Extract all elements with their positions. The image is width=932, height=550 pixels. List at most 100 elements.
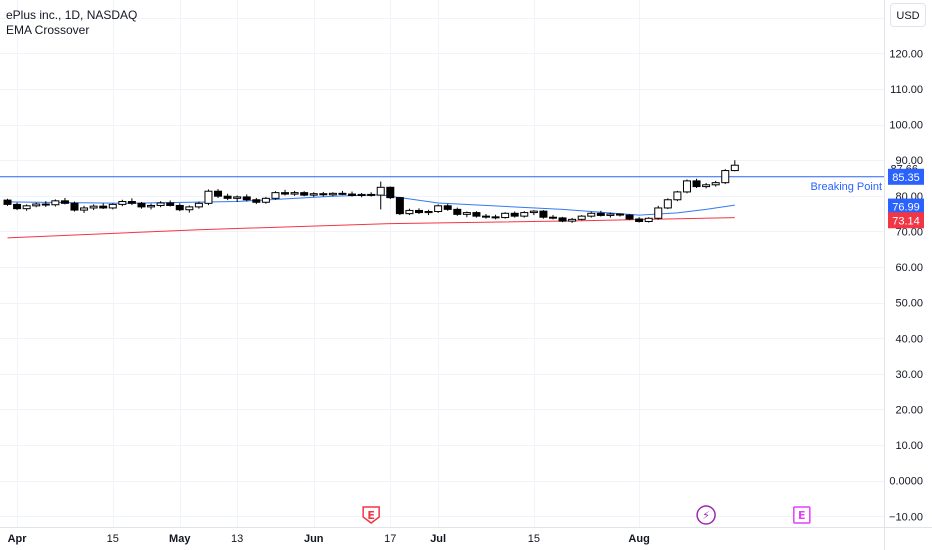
candle[interactable] (491, 216, 500, 219)
candle[interactable] (501, 212, 510, 219)
candle[interactable] (367, 193, 376, 196)
candle[interactable] (233, 196, 242, 199)
candle[interactable] (3, 199, 12, 205)
candle[interactable] (568, 218, 577, 222)
candle[interactable] (615, 213, 624, 216)
candle[interactable] (510, 212, 519, 217)
candle[interactable] (405, 209, 414, 215)
x-tick-label: May (169, 533, 191, 545)
split-icon[interactable] (696, 505, 716, 525)
candle[interactable] (606, 213, 615, 216)
candle[interactable] (185, 206, 194, 211)
price-tag-text: 73.14 (892, 215, 920, 227)
candle[interactable] (654, 207, 663, 219)
y-tick-label: 100.00 (889, 120, 923, 132)
candle[interactable] (290, 192, 299, 195)
candle[interactable] (415, 209, 424, 214)
candle[interactable] (51, 200, 60, 206)
candle[interactable] (309, 193, 318, 196)
candle[interactable] (472, 212, 481, 217)
candle[interactable] (539, 210, 548, 218)
candle[interactable] (261, 197, 270, 203)
y-tick-label: 120.00 (889, 48, 923, 60)
candle[interactable] (175, 204, 184, 211)
y-tick-label: 20.00 (895, 404, 923, 416)
candle[interactable] (32, 203, 41, 207)
earnings-icon[interactable] (362, 506, 380, 524)
x-tick-label: 13 (231, 533, 243, 545)
candle[interactable] (721, 170, 730, 184)
y-tick-label: 70.00 (895, 226, 923, 238)
symbol-title[interactable]: ePlus inc., 1D, NASDAQ (6, 8, 138, 22)
candle[interactable] (108, 203, 117, 209)
candle[interactable] (663, 199, 672, 209)
candle[interactable] (252, 199, 261, 203)
candle[interactable] (70, 202, 79, 211)
candle[interactable] (147, 204, 156, 208)
candle[interactable] (271, 192, 280, 199)
candle[interactable] (60, 200, 69, 204)
chart-legend: ePlus inc., 1D, NASDAQ EMA Crossover (6, 8, 137, 38)
candle[interactable] (300, 192, 309, 196)
candle[interactable] (348, 193, 357, 196)
candle[interactable] (118, 201, 127, 205)
candle[interactable] (89, 205, 98, 209)
candle[interactable] (644, 217, 653, 222)
y-tick-label: 60.00 (895, 262, 923, 274)
price-tag (888, 198, 924, 215)
candle[interactable] (529, 210, 538, 214)
candle[interactable] (587, 212, 596, 217)
y-tick-label: 50.00 (895, 298, 923, 310)
y-tick-label: −10.00 (889, 511, 923, 523)
candle[interactable] (22, 205, 31, 210)
candle[interactable] (577, 215, 586, 220)
candle[interactable] (682, 180, 691, 193)
candle[interactable] (376, 186, 385, 196)
candle[interactable] (730, 164, 739, 172)
candle[interactable] (434, 205, 443, 213)
candle[interactable] (462, 212, 471, 215)
candle[interactable] (596, 212, 605, 216)
candle[interactable] (520, 212, 529, 217)
candle[interactable] (194, 202, 203, 208)
candle[interactable] (558, 217, 567, 222)
candle[interactable] (424, 211, 433, 214)
candle[interactable] (673, 191, 682, 201)
candle[interactable] (453, 208, 462, 215)
candle[interactable] (281, 192, 290, 195)
x-tick-label: Jun (304, 533, 324, 545)
candle[interactable] (711, 182, 720, 186)
candle[interactable] (386, 186, 395, 199)
candle[interactable] (127, 201, 136, 204)
candle[interactable] (395, 197, 404, 215)
currency-button[interactable]: USD (890, 3, 926, 27)
candle[interactable] (99, 205, 108, 209)
candle[interactable] (443, 205, 452, 210)
candle[interactable] (338, 192, 347, 195)
candle[interactable] (41, 203, 50, 206)
candle[interactable] (635, 218, 644, 222)
candle[interactable] (319, 193, 328, 196)
candle[interactable] (357, 193, 366, 196)
candle[interactable] (482, 215, 490, 218)
indicator-name[interactable]: EMA Crossover (6, 23, 90, 37)
candle[interactable] (156, 202, 165, 206)
candle[interactable] (13, 203, 22, 210)
y-tick-label: 0.0000 (889, 476, 923, 488)
candle[interactable] (137, 202, 146, 208)
candle[interactable] (223, 195, 232, 199)
candle[interactable] (692, 180, 701, 188)
candle[interactable] (548, 216, 557, 219)
candle[interactable] (214, 190, 223, 197)
candle[interactable] (166, 202, 175, 206)
candle[interactable] (328, 192, 337, 196)
earnings-icon[interactable] (793, 506, 811, 524)
candle[interactable] (625, 214, 634, 220)
candle[interactable] (702, 184, 711, 188)
candle[interactable] (242, 196, 251, 201)
x-tick-label: 15 (107, 533, 119, 545)
candle[interactable] (204, 190, 213, 204)
ema-line-2[interactable] (7, 217, 735, 239)
candle[interactable] (80, 207, 89, 211)
